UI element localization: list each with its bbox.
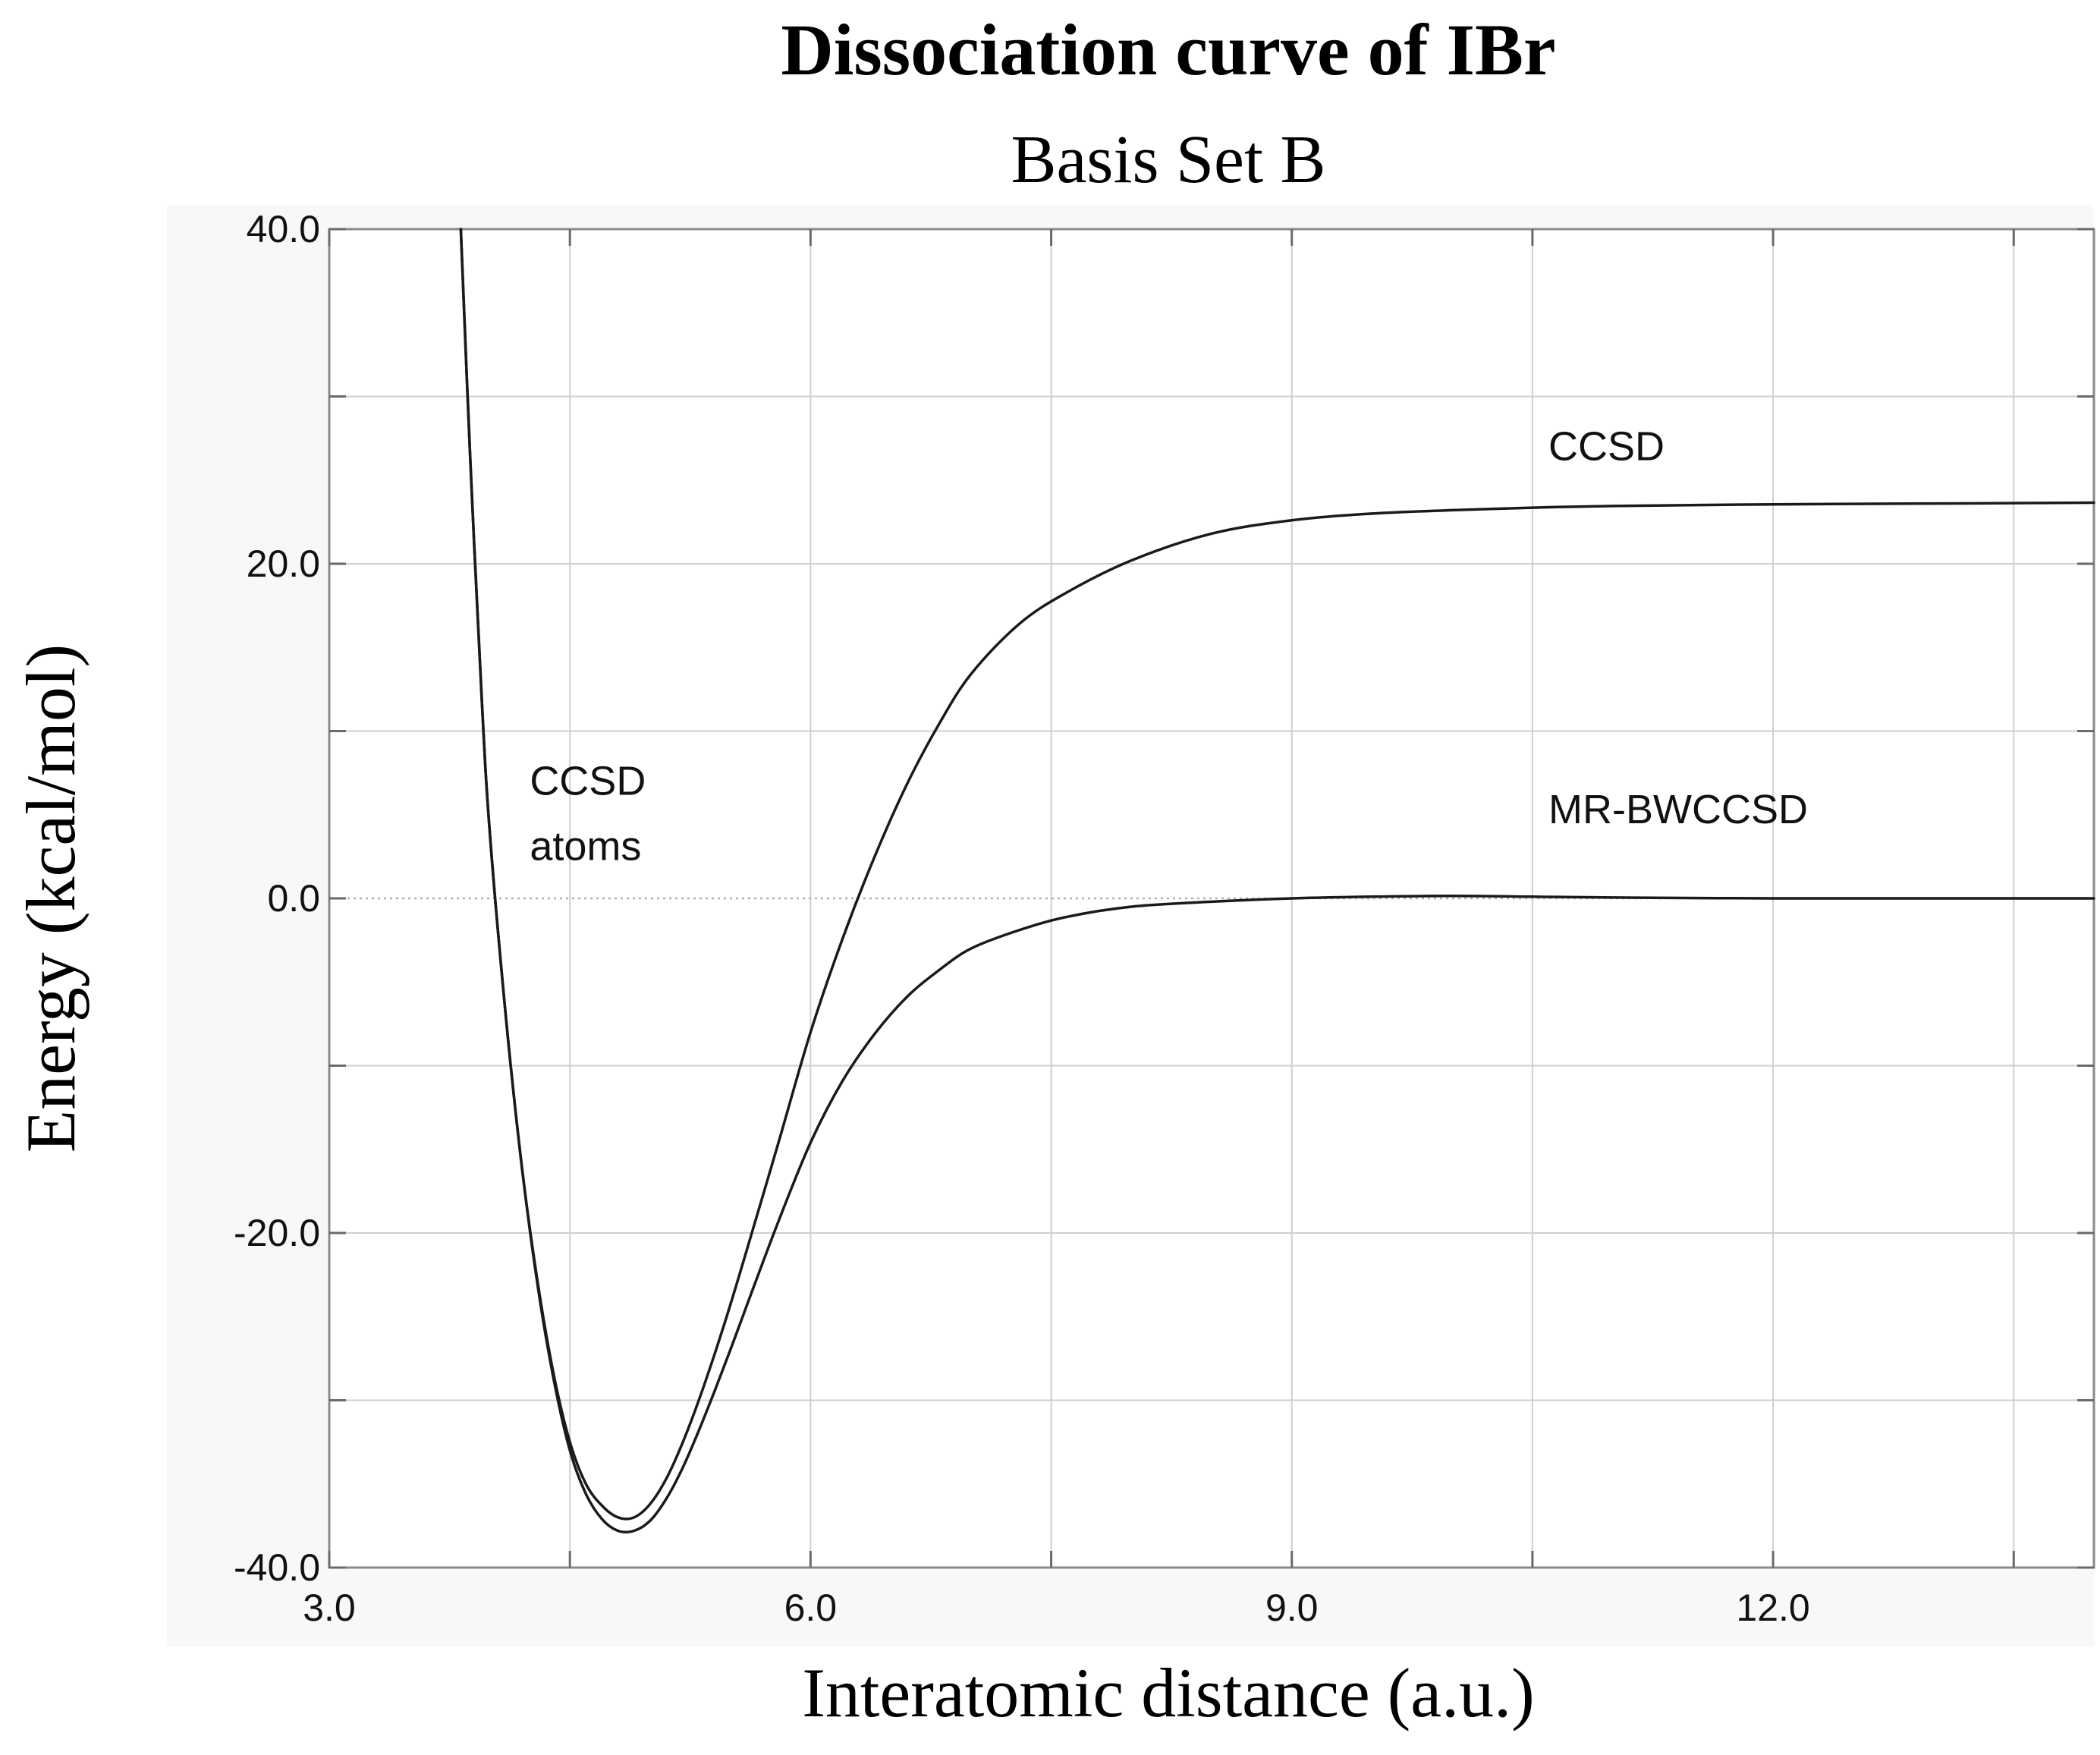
y-axis-label: Energy (kcal/mol) (12, 644, 90, 1153)
x-tick-label: 3.0 (303, 1587, 356, 1629)
y-tick-label: -20.0 (234, 1212, 320, 1254)
tick-layer (328, 228, 2094, 1569)
x-tick-label: 12.0 (1736, 1587, 1809, 1629)
chart-subtitle: Basis Set B (1011, 122, 1325, 197)
ccsd-atoms-label-line2: atoms (530, 823, 641, 869)
y-tick-label: 20.0 (247, 543, 320, 585)
mr-bwccsd-curve (459, 228, 2095, 1534)
tick-label-layer: 3.0 6.0 9.0 12.0 40.0 20.0 0.0 -20.0 -40.0 (234, 208, 1810, 1629)
annotation-layer: CCSD MR-BWCCSD CCSD atoms (530, 423, 1808, 869)
mr-bwccsd-curve-label: MR-BWCCSD (1548, 787, 1808, 832)
y-tick-label: 40.0 (247, 208, 320, 250)
x-tick-label: 9.0 (1265, 1587, 1319, 1629)
ccsd-atoms-label-line1: CCSD (530, 758, 646, 804)
x-tick-label: 6.0 (784, 1587, 838, 1629)
ccsd-curve-label: CCSD (1548, 423, 1665, 469)
series-layer (459, 228, 2095, 1534)
y-tick-label: -40.0 (234, 1546, 320, 1589)
chart-title: Dissociation curve of IBr (781, 9, 1555, 90)
x-axis-label: Interatomic distance (a.u.) (802, 1654, 1535, 1731)
y-tick-label: 0.0 (267, 877, 320, 920)
